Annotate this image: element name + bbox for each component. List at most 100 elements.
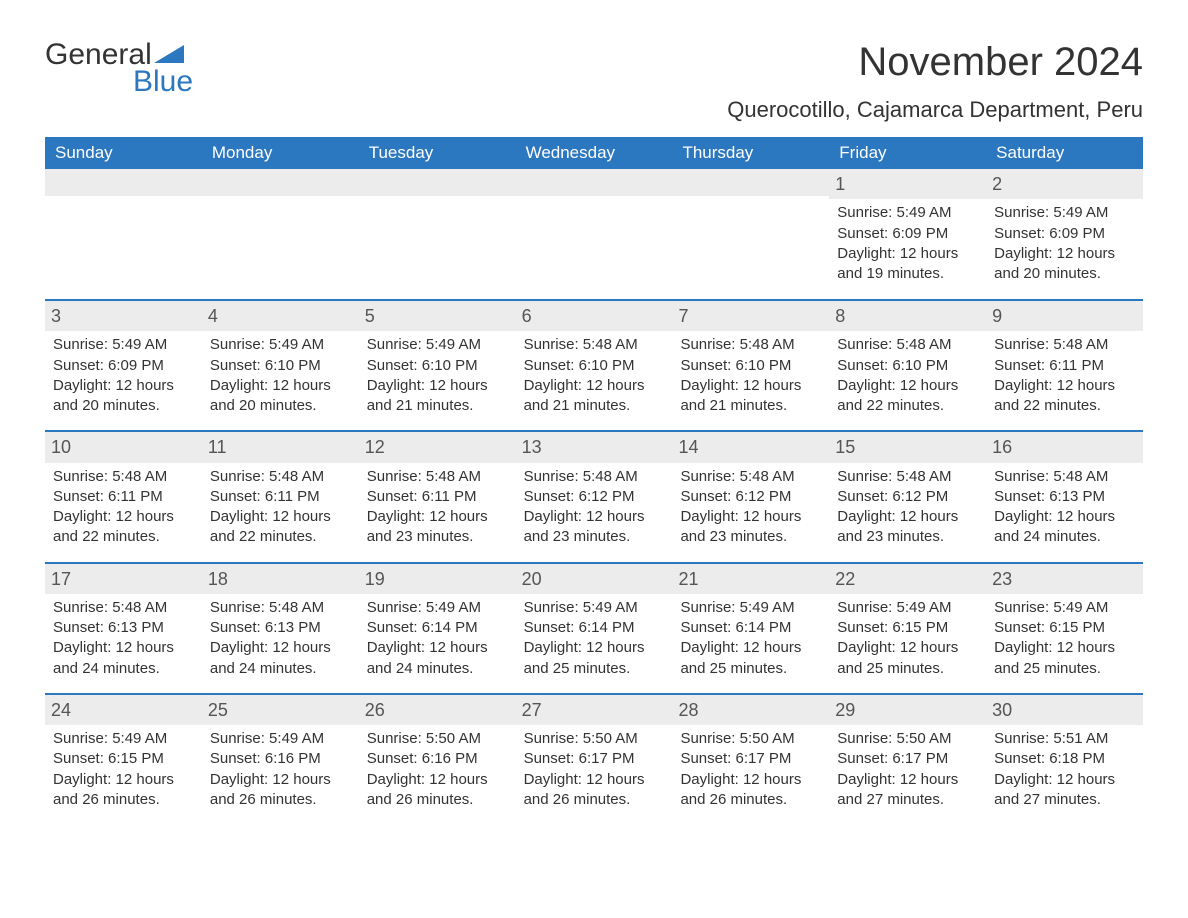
sunset-text: Sunset: 6:16 PM — [210, 749, 351, 769]
week-row: 17Sunrise: 5:48 AMSunset: 6:13 PMDayligh… — [45, 562, 1143, 693]
day-number: 10 — [45, 432, 202, 462]
week-row: 10Sunrise: 5:48 AMSunset: 6:11 PMDayligh… — [45, 430, 1143, 561]
sunset-text: Sunset: 6:11 PM — [367, 487, 508, 507]
daylight-text: Daylight: 12 hours and 20 minutes. — [53, 376, 194, 417]
dow-saturday: Saturday — [986, 137, 1143, 169]
day-number: 22 — [829, 564, 986, 594]
day-cell-3: 3Sunrise: 5:49 AMSunset: 6:09 PMDaylight… — [45, 301, 202, 430]
daylight-text: Daylight: 12 hours and 26 minutes. — [680, 770, 821, 811]
sunset-text: Sunset: 6:15 PM — [53, 749, 194, 769]
daylight-text: Daylight: 12 hours and 27 minutes. — [837, 770, 978, 811]
sunset-text: Sunset: 6:12 PM — [524, 487, 665, 507]
sunset-text: Sunset: 6:10 PM — [524, 356, 665, 376]
header: General Blue November 2024 Querocotillo,… — [45, 40, 1143, 123]
sunrise-text: Sunrise: 5:49 AM — [994, 203, 1135, 223]
daylight-text: Daylight: 12 hours and 21 minutes. — [367, 376, 508, 417]
day-cell-30: 30Sunrise: 5:51 AMSunset: 6:18 PMDayligh… — [986, 695, 1143, 824]
daylight-text: Daylight: 12 hours and 26 minutes. — [53, 770, 194, 811]
daylight-text: Daylight: 12 hours and 25 minutes. — [680, 638, 821, 679]
sunset-text: Sunset: 6:13 PM — [53, 618, 194, 638]
sunset-text: Sunset: 6:17 PM — [680, 749, 821, 769]
sunrise-text: Sunrise: 5:48 AM — [524, 467, 665, 487]
sunrise-text: Sunrise: 5:48 AM — [837, 467, 978, 487]
sunset-text: Sunset: 6:13 PM — [210, 618, 351, 638]
sunrise-text: Sunrise: 5:49 AM — [210, 729, 351, 749]
sunset-text: Sunset: 6:12 PM — [837, 487, 978, 507]
sunrise-text: Sunrise: 5:48 AM — [837, 335, 978, 355]
day-cell-18: 18 Sunrise: 5:48 AMSunset: 6:13 PMDayligh… — [202, 564, 359, 693]
dow-wednesday: Wednesday — [516, 137, 673, 169]
sunset-text: Sunset: 6:17 PM — [524, 749, 665, 769]
dow-monday: Monday — [202, 137, 359, 169]
sunset-text: Sunset: 6:10 PM — [680, 356, 821, 376]
day-number: 5 — [359, 301, 516, 331]
sunrise-text: Sunrise: 5:48 AM — [680, 467, 821, 487]
day-number: 29 — [829, 695, 986, 725]
daylight-text: Daylight: 12 hours and 19 minutes. — [837, 244, 978, 285]
sunset-text: Sunset: 6:11 PM — [210, 487, 351, 507]
day-number — [359, 169, 516, 196]
day-cell-8: 8Sunrise: 5:48 AMSunset: 6:10 PMDaylight… — [829, 301, 986, 430]
daylight-text: Daylight: 12 hours and 25 minutes. — [524, 638, 665, 679]
sunset-text: Sunset: 6:09 PM — [53, 356, 194, 376]
sunset-text: Sunset: 6:17 PM — [837, 749, 978, 769]
sunrise-text: Sunrise: 5:48 AM — [680, 335, 821, 355]
sunrise-text: Sunrise: 5:48 AM — [53, 467, 194, 487]
daylight-text: Daylight: 12 hours and 24 minutes. — [210, 638, 351, 679]
sunrise-text: Sunrise: 5:48 AM — [210, 467, 351, 487]
daylight-text: Daylight: 12 hours and 27 minutes. — [994, 770, 1135, 811]
day-number: 3 — [45, 301, 202, 331]
dow-sunday: Sunday — [45, 137, 202, 169]
day-number: 16 — [986, 432, 1143, 462]
day-number: 2 — [986, 169, 1143, 199]
day-cell-16: 16Sunrise: 5:48 AMSunset: 6:13 PMDayligh… — [986, 432, 1143, 561]
daylight-text: Daylight: 12 hours and 25 minutes. — [837, 638, 978, 679]
day-number: 4 — [202, 301, 359, 331]
day-cell-23: 23Sunrise: 5:49 AMSunset: 6:15 PMDayligh… — [986, 564, 1143, 693]
dow-thursday: Thursday — [672, 137, 829, 169]
day-number: 21 — [672, 564, 829, 594]
day-number: 28 — [672, 695, 829, 725]
sunset-text: Sunset: 6:18 PM — [994, 749, 1135, 769]
day-cell-13: 13Sunrise: 5:48 AMSunset: 6:12 PMDayligh… — [516, 432, 673, 561]
day-cell-20: 20Sunrise: 5:49 AMSunset: 6:14 PMDayligh… — [516, 564, 673, 693]
day-cell-27: 27Sunrise: 5:50 AMSunset: 6:17 PMDayligh… — [516, 695, 673, 824]
sunrise-text: Sunrise: 5:48 AM — [994, 335, 1135, 355]
sunrise-text: Sunrise: 5:50 AM — [524, 729, 665, 749]
day-cell-2: 2Sunrise: 5:49 AMSunset: 6:09 PMDaylight… — [986, 169, 1143, 299]
day-number: 9 — [986, 301, 1143, 331]
day-number: 23 — [986, 564, 1143, 594]
brand-flag-icon — [154, 45, 184, 65]
sunrise-text: Sunrise: 5:48 AM — [210, 598, 351, 618]
daylight-text: Daylight: 12 hours and 23 minutes. — [837, 507, 978, 548]
daylight-text: Daylight: 12 hours and 23 minutes. — [680, 507, 821, 548]
brand-word-blue: Blue — [133, 70, 193, 94]
daylight-text: Daylight: 12 hours and 24 minutes. — [53, 638, 194, 679]
sunrise-text: Sunrise: 5:49 AM — [837, 598, 978, 618]
day-cell-19: 19Sunrise: 5:49 AMSunset: 6:14 PMDayligh… — [359, 564, 516, 693]
sunrise-text: Sunrise: 5:50 AM — [367, 729, 508, 749]
sunrise-text: Sunrise: 5:48 AM — [524, 335, 665, 355]
sunset-text: Sunset: 6:10 PM — [837, 356, 978, 376]
day-cell-empty — [516, 169, 673, 299]
day-number: 11 — [202, 432, 359, 462]
sunset-text: Sunset: 6:10 PM — [367, 356, 508, 376]
daylight-text: Daylight: 12 hours and 22 minutes. — [53, 507, 194, 548]
daylight-text: Daylight: 12 hours and 20 minutes. — [210, 376, 351, 417]
day-number: 18 — [202, 564, 359, 594]
day-cell-empty — [672, 169, 829, 299]
day-number: 6 — [516, 301, 673, 331]
daylight-text: Daylight: 12 hours and 23 minutes. — [524, 507, 665, 548]
daylight-text: Daylight: 12 hours and 22 minutes. — [994, 376, 1135, 417]
daylight-text: Daylight: 12 hours and 24 minutes. — [367, 638, 508, 679]
sunset-text: Sunset: 6:14 PM — [524, 618, 665, 638]
day-number: 20 — [516, 564, 673, 594]
day-number — [516, 169, 673, 196]
sunset-text: Sunset: 6:12 PM — [680, 487, 821, 507]
sunrise-text: Sunrise: 5:49 AM — [367, 598, 508, 618]
day-number: 15 — [829, 432, 986, 462]
day-number: 19 — [359, 564, 516, 594]
page-title: November 2024 — [727, 40, 1143, 85]
week-row: 1Sunrise: 5:49 AMSunset: 6:09 PMDaylight… — [45, 169, 1143, 299]
day-number: 12 — [359, 432, 516, 462]
